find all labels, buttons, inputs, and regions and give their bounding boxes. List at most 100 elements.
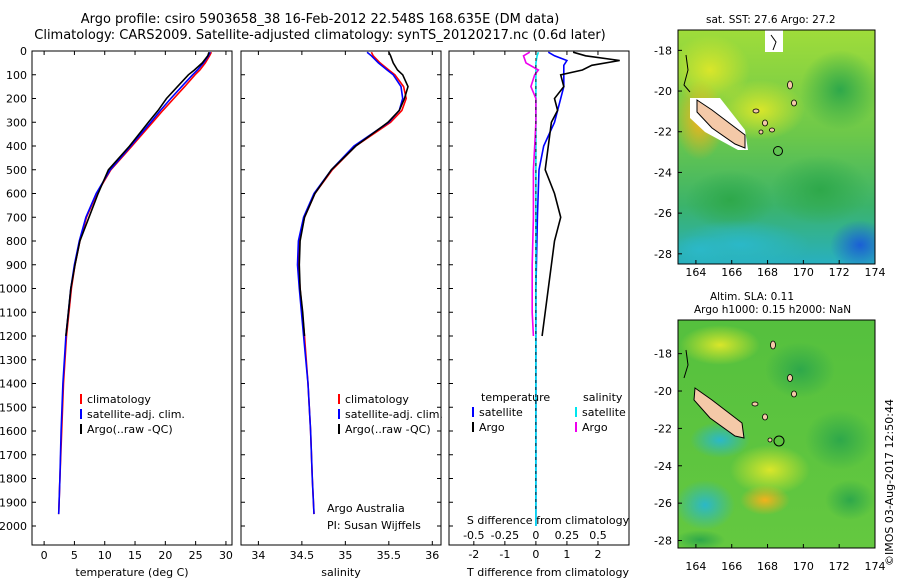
- t-tick-label: 2: [594, 548, 601, 561]
- map-bottom-lon-label: 168: [757, 560, 778, 573]
- map-top-lat-label: -24: [654, 166, 672, 179]
- sst-map: [678, 30, 875, 264]
- series-line-climatology: [57, 51, 213, 515]
- y-tick-label: 300: [6, 116, 27, 129]
- x-tick-label: 35: [338, 549, 352, 562]
- y-tick-label: 200: [6, 93, 27, 106]
- salinity-annotation-2: PI: Susan Wijffels: [327, 519, 421, 532]
- difference-top-label: S difference from climatology: [467, 514, 630, 527]
- map-top-lat-label: -20: [654, 85, 672, 98]
- x-tick-label: 34: [251, 549, 265, 562]
- figure-title-line1: Argo profile: csiro 5903658_38 16-Feb-20…: [80, 12, 560, 27]
- map-bottom-lat-label: -20: [654, 385, 672, 398]
- y-tick-label: 1000: [0, 283, 27, 296]
- legend-label: Argo(..raw -QC): [345, 423, 431, 436]
- legend-label: satellite-adj. clim.: [345, 408, 443, 421]
- legend-label: climatology: [87, 393, 151, 406]
- y-tick-label: 1200: [0, 330, 27, 343]
- difference-bottom-label: T difference from climatology: [466, 566, 629, 579]
- series-line-argorawqc: [65, 51, 210, 337]
- sst-float-marker: [773, 146, 783, 156]
- t-tick-label: 0: [532, 548, 539, 561]
- x-tick-label: 15: [128, 549, 142, 562]
- sla-map: [678, 320, 875, 548]
- map-bottom-lat-label: -22: [654, 422, 672, 435]
- x-tick-label: 0: [41, 549, 48, 562]
- x-tick-label: 25: [189, 549, 203, 562]
- y-tick-label: 1900: [0, 496, 27, 509]
- map-bottom-lon-label: 174: [865, 560, 886, 573]
- sla-map-title2: Argo h1000: 0.15 h2000: NaN: [694, 304, 852, 316]
- x-tick-label: 5: [71, 549, 78, 562]
- y-tick-label: 1400: [0, 378, 27, 391]
- x-tick-label: 20: [158, 549, 172, 562]
- imos-credit: ©IMOS 03-Aug-2017 12:50:44: [883, 399, 896, 566]
- series-line-argorawqc: [298, 51, 409, 337]
- y-tick-label: 1100: [0, 306, 27, 319]
- legend-label: Argo: [479, 421, 505, 434]
- sst-map-frame: [677, 29, 876, 265]
- s-tick-label: 0.25: [555, 529, 580, 542]
- t-tick-label: -1: [499, 548, 510, 561]
- y-tick-label: 400: [6, 140, 27, 153]
- y-tick-label: 1300: [0, 354, 27, 367]
- legend-label: Argo(..raw -QC): [87, 423, 173, 436]
- map-top-lon-label: 172: [829, 266, 850, 279]
- x-tick-label: 34.5: [290, 549, 315, 562]
- legend-title-salinity: salinity: [583, 391, 623, 404]
- t-tick-label: -2: [468, 548, 479, 561]
- s-tick-label: -0.25: [491, 529, 519, 542]
- y-tick-label: 700: [6, 211, 27, 224]
- map-top-lat-label: -26: [654, 207, 672, 220]
- map-top-lat-label: -18: [654, 44, 672, 57]
- y-tick-label: 600: [6, 188, 27, 201]
- map-bottom-lat-label: -24: [654, 460, 672, 473]
- s-tick-label: -0.5: [463, 529, 484, 542]
- map-bottom-lat-label: -26: [654, 497, 672, 510]
- map-top-lon-label: 166: [721, 266, 742, 279]
- y-tick-label: 2000: [0, 520, 27, 533]
- x-tick-label: 30: [219, 549, 233, 562]
- y-tick-label: 1800: [0, 473, 27, 486]
- legend-label: climatology: [345, 393, 409, 406]
- y-tick-label: 500: [6, 164, 27, 177]
- series-line-satelliteadjclim: [296, 51, 404, 515]
- map-bottom-lon-label: 164: [685, 560, 706, 573]
- y-tick-label: 1600: [0, 425, 27, 438]
- map-top-lon-label: 164: [685, 266, 706, 279]
- sla-map-title1: Altim. SLA: 0.11: [710, 291, 795, 303]
- s-tick-label: 0.5: [589, 529, 607, 542]
- legend-label: satellite-adj. clim.: [87, 408, 185, 421]
- s-tick-label: 0: [532, 529, 539, 542]
- map-bottom-lat-label: -18: [654, 348, 672, 361]
- figure-title-line2: Climatology: CARS2009. Satellite-adjuste…: [34, 28, 606, 43]
- legend-title-temperature: temperature: [481, 391, 550, 404]
- temperature-panel-frame: [31, 50, 233, 546]
- y-tick-label: 1500: [0, 401, 27, 414]
- map-bottom-lon-label: 172: [829, 560, 850, 573]
- y-tick-label: 900: [6, 259, 27, 272]
- map-top-lon-label: 168: [757, 266, 778, 279]
- series-line-satelliteadjclim: [57, 51, 211, 515]
- sla-float-marker: [773, 435, 785, 447]
- legend-label: satellite: [479, 406, 523, 419]
- legend-label: satellite: [582, 406, 626, 419]
- legend-label: Argo: [582, 421, 608, 434]
- difference-panel-frame: [448, 50, 630, 546]
- diff-line-targo: [541, 51, 620, 337]
- map-bottom-lon-label: 166: [721, 560, 742, 573]
- map-top-lat-label: -22: [654, 126, 672, 139]
- salinity-annotation-1: Argo Australia: [327, 502, 405, 515]
- t-tick-label: 1: [563, 548, 570, 561]
- salinity-panel-frame: [240, 50, 442, 546]
- x-tick-label: 35.5: [377, 549, 402, 562]
- y-tick-label: 1700: [0, 449, 27, 462]
- y-tick-label: 100: [6, 69, 27, 82]
- x-axis-label: salinity: [321, 566, 361, 579]
- map-top-lon-label: 170: [793, 266, 814, 279]
- x-tick-label: 10: [98, 549, 112, 562]
- x-tick-label: 36: [425, 549, 439, 562]
- map-top-lat-label: -28: [654, 248, 672, 261]
- map-bottom-lat-label: -28: [654, 535, 672, 548]
